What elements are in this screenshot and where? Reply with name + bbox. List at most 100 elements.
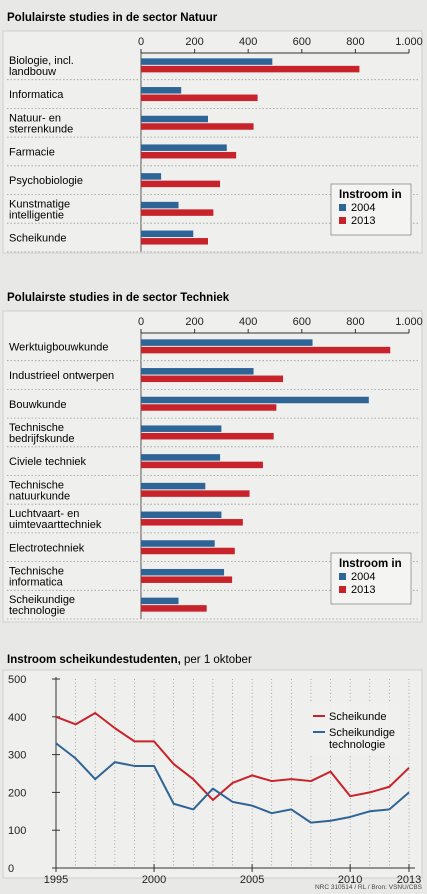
x-tick-label: 200 xyxy=(185,36,203,48)
category-label: landbouw xyxy=(9,66,56,78)
bar-2004 xyxy=(141,482,206,490)
y-tick-label: 100 xyxy=(8,825,26,837)
bar-2013 xyxy=(141,238,208,245)
bar-2004 xyxy=(141,144,227,151)
x-tick-label: 2005 xyxy=(240,874,264,886)
bar-2004 xyxy=(141,396,369,404)
category-label: Scheikundige xyxy=(9,594,75,606)
category-label: Technische xyxy=(9,479,64,491)
bar-2013 xyxy=(141,209,214,216)
bar-2004 xyxy=(141,339,313,346)
chart-title-line: Instroom scheikundestudenten, per 1 okto… xyxy=(7,654,252,666)
bar-2013 xyxy=(141,461,263,469)
bar-2004 xyxy=(141,568,225,576)
legend-label-scheikunde: Scheikunde xyxy=(329,711,387,723)
bar-2004 xyxy=(141,425,222,432)
bar-2004 xyxy=(141,511,222,519)
category-label: Psychobiologie xyxy=(9,175,83,187)
source-credit: NRC 310514 / RL / Bron: VSNU/CBS xyxy=(315,884,423,891)
bar-2004 xyxy=(141,454,221,461)
series-line-scheikunde xyxy=(55,712,410,801)
category-label: Natuur- en xyxy=(9,112,61,124)
category-label: natuurkunde xyxy=(9,490,70,502)
legend-label-2004: 2004 xyxy=(351,571,375,583)
bar-2004 xyxy=(141,87,182,94)
x-tick-label: 800 xyxy=(346,36,364,48)
y-tick-label: 0 xyxy=(8,863,14,875)
category-label: intelligentie xyxy=(9,209,64,221)
x-tick-label: 1.000 xyxy=(395,316,423,328)
bar-2013 xyxy=(141,576,233,583)
line-chart-scheikunde: Instroom scheikundestudenten, per 1 okto… xyxy=(2,654,423,886)
legend-label-technologie-2: technologie xyxy=(329,739,385,751)
category-label: Technische xyxy=(9,565,64,577)
bar-2004 xyxy=(141,58,273,65)
category-label: Industrieel ontwerpen xyxy=(9,370,114,382)
legend-label-2004: 2004 xyxy=(351,202,375,214)
x-tick-label: 2013 xyxy=(397,874,421,886)
category-label: technologie xyxy=(9,605,65,617)
category-label: informatica xyxy=(9,576,64,588)
category-label: bedrijfskunde xyxy=(9,433,74,445)
y-tick-label: 300 xyxy=(8,750,26,762)
x-tick-label: 2000 xyxy=(142,874,166,886)
legend-label-technologie: Scheikundige xyxy=(329,727,395,739)
x-tick-label: 600 xyxy=(293,316,311,328)
legend-title: Instroom in xyxy=(339,558,402,570)
chart-title-natuur: Polulairste studies in de sector Natuur xyxy=(7,12,218,24)
bar-chart-natuur: Polulairste studies in de sector Natuur … xyxy=(2,12,423,254)
bar-2004 xyxy=(141,230,194,238)
x-tick-label: 200 xyxy=(185,316,203,328)
legend-box xyxy=(309,703,401,755)
bar-2013 xyxy=(141,375,284,383)
bar-2013 xyxy=(141,404,277,411)
category-label: Electrotechniek xyxy=(9,542,85,554)
y-tick-label: 200 xyxy=(8,787,26,799)
category-label: Biologie, incl. xyxy=(9,55,74,67)
bar-2013 xyxy=(141,123,254,130)
category-label: Scheikunde xyxy=(9,233,67,245)
bar-chart-techniek: Polulairste studies in de sector Technie… xyxy=(2,292,423,623)
bar-2013 xyxy=(141,346,391,354)
category-label: Farmacie xyxy=(9,146,55,158)
legend-label-2013: 2013 xyxy=(351,584,375,596)
category-label: Kunstmatige xyxy=(9,198,70,210)
bar-2004 xyxy=(141,115,208,123)
bar-2004 xyxy=(141,597,179,605)
bar-2004 xyxy=(141,173,162,180)
legend-label-2013: 2013 xyxy=(351,215,375,227)
bar-2013 xyxy=(141,65,360,73)
bar-2013 xyxy=(141,605,207,612)
x-tick-label: 0 xyxy=(138,36,144,48)
bar-2013 xyxy=(141,490,250,497)
category-label: Informatica xyxy=(9,89,64,101)
bar-2013 xyxy=(141,94,258,102)
chart-title-techniek: Polulairste studies in de sector Technie… xyxy=(7,292,230,304)
category-label: Civiele techniek xyxy=(9,456,87,468)
x-tick-label: 800 xyxy=(346,316,364,328)
legend-swatch-2004 xyxy=(339,573,346,580)
y-tick-label: 500 xyxy=(8,674,26,686)
legend-swatch-2013 xyxy=(339,217,346,224)
x-tick-label: 600 xyxy=(293,36,311,48)
legend-title: Instroom in xyxy=(339,189,402,201)
bar-2004 xyxy=(141,368,254,375)
bar-2013 xyxy=(141,151,237,159)
x-tick-label: 1995 xyxy=(44,874,68,886)
category-label: Werktuigbouwkunde xyxy=(9,341,108,353)
category-label: Bouwkunde xyxy=(9,399,67,411)
x-tick-label: 0 xyxy=(138,316,144,328)
chart-subtitle-line: per 1 oktober xyxy=(181,654,252,666)
x-tick-label: 400 xyxy=(239,36,257,48)
chart-title-line-bold: Instroom scheikundestudenten, xyxy=(7,654,181,666)
bar-2013 xyxy=(141,519,243,526)
legend-swatch-2004 xyxy=(339,204,346,211)
category-label: Luchtvaart- en xyxy=(9,508,79,520)
x-tick-label: 1.000 xyxy=(395,36,423,48)
bar-2013 xyxy=(141,547,235,555)
legend-swatch-2013 xyxy=(339,586,346,593)
bar-2013 xyxy=(141,180,221,188)
x-tick-label: 2010 xyxy=(338,874,362,886)
series-line-scheikundige-technologie xyxy=(55,742,410,824)
